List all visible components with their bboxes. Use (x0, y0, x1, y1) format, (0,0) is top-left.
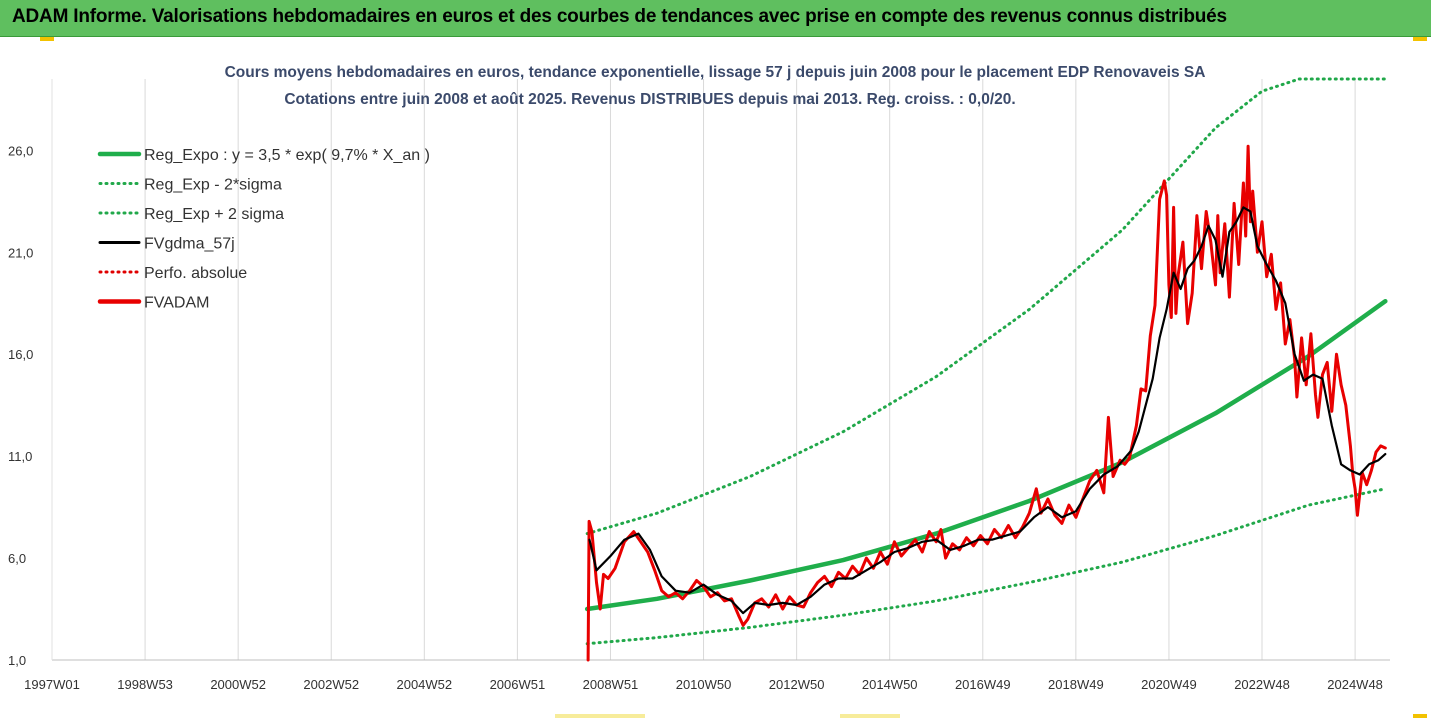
x-tick-label: 2008W51 (583, 677, 639, 692)
chart-frame: 1997W01 1998W53 2000W52 2002W52 2004W52 2006W… (0, 37, 1431, 718)
frame-corner-bottom-left (555, 714, 645, 718)
legend-label: Reg_Exp - 2*sigma (144, 177, 282, 194)
series-line (585, 77, 1387, 536)
chart-title: Cours moyens hebdomadaires en euros, ten… (225, 64, 1206, 81)
series-line (588, 206, 1387, 615)
series-line (584, 298, 1388, 612)
y-tick-label: 26,0 (8, 143, 33, 158)
x-tick-label: 1997W01 (24, 677, 80, 692)
x-tick-label: 2022W48 (1234, 677, 1290, 692)
frame-corner-bottom-right (1413, 714, 1427, 718)
frame-corner-top-left (40, 37, 54, 41)
legend-label: Perfo. absolue (144, 265, 247, 282)
legend: Reg_Expo : y = 3,5 * exp( 9,7% * X_an ) R… (97, 147, 430, 312)
x-tick-label: 2014W50 (862, 677, 918, 692)
x-tick-label: 1998W53 (117, 677, 173, 692)
series-line (585, 487, 1387, 646)
chart-subtitle: Cotations entre juin 2008 et août 2025. … (284, 91, 1015, 108)
x-tick-label: 2002W52 (303, 677, 359, 692)
frame-corner-top-right (1413, 37, 1427, 41)
series (584, 77, 1388, 662)
x-tick-label: 2016W49 (955, 677, 1011, 692)
y-tick-label: 21,0 (8, 245, 33, 260)
frame-corner-bottom-mid (840, 714, 900, 718)
y-tick-label: 1,0 (8, 653, 26, 668)
grid (51, 79, 1356, 660)
x-tick-label: 2024W48 (1327, 677, 1383, 692)
x-tick-label: 2012W50 (769, 677, 825, 692)
legend-label: FVADAM (144, 295, 209, 312)
legend-label: Reg_Expo : y = 3,5 * exp( 9,7% * X_an ) (144, 147, 430, 164)
x-tick-label: 2018W49 (1048, 677, 1104, 692)
y-tick-label: 11,0 (8, 449, 32, 464)
x-tick-label: 2020W49 (1141, 677, 1197, 692)
x-tick-label: 2004W52 (396, 677, 452, 692)
series-line (586, 144, 1387, 662)
x-tick-label: 2006W51 (490, 677, 546, 692)
y-tick-label: 6,0 (8, 551, 26, 566)
report-header: ADAM Informe. Valorisations hebdomadaire… (0, 0, 1431, 37)
legend-label: Reg_Exp + 2 sigma (144, 206, 284, 223)
axes: 1997W01 1998W53 2000W52 2002W52 2004W52 2006W… (8, 79, 1390, 692)
legend-label: FVgdma_57j (144, 236, 235, 253)
report-title: ADAM Informe. Valorisations hebdomadaire… (12, 6, 1227, 27)
x-tick-label: 2000W52 (210, 677, 266, 692)
x-tick-label: 2010W50 (676, 677, 732, 692)
y-tick-label: 16,0 (8, 347, 33, 362)
chart: 1997W01 1998W53 2000W52 2002W52 2004W52 2006W… (8, 64, 1390, 692)
